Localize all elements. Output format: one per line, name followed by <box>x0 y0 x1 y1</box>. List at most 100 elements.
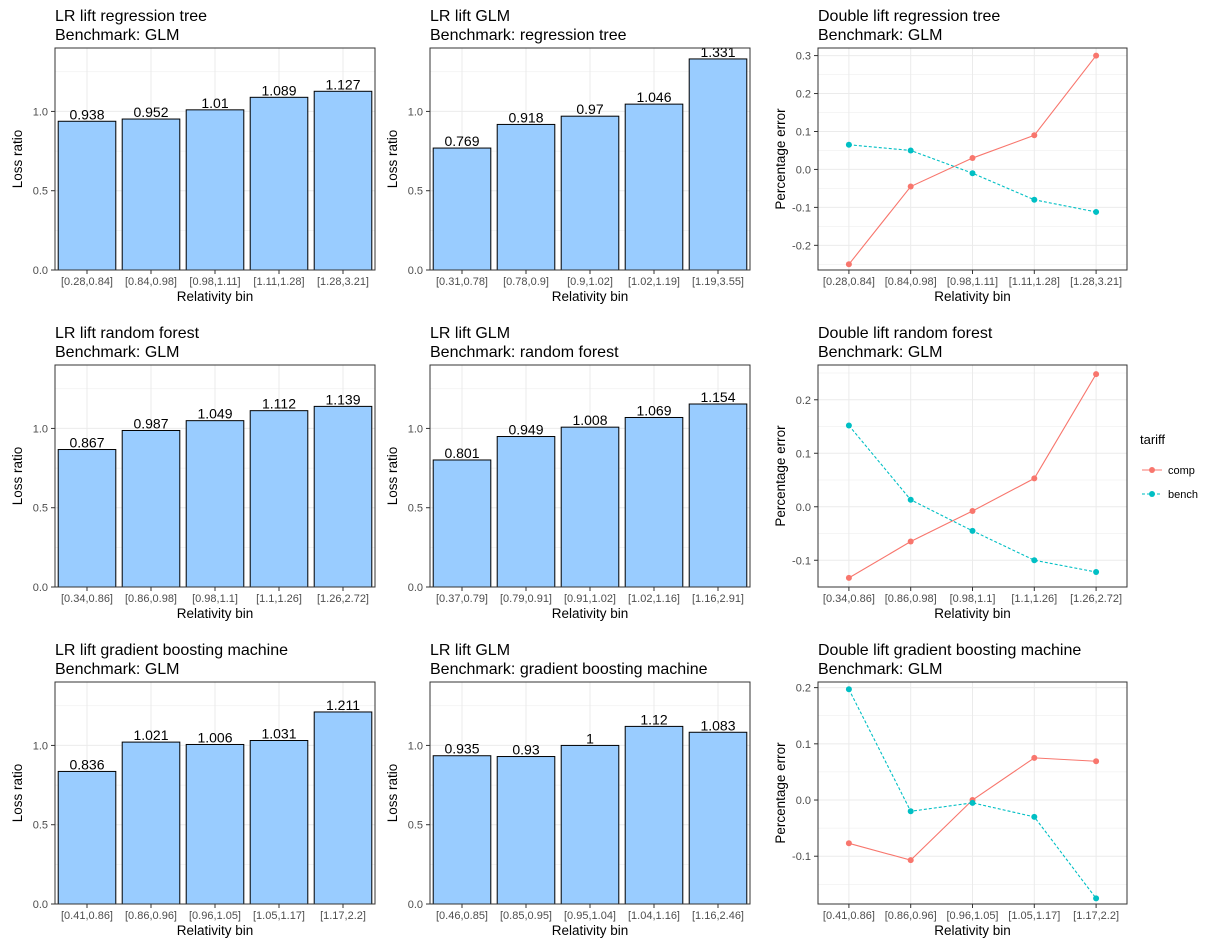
y-tick-label: 0.5 <box>408 186 423 198</box>
y-tick-label: 0.0 <box>408 899 423 911</box>
bar-value-label: 1.01 <box>201 95 228 111</box>
panel-title: Double lift regression tree <box>818 8 1000 25</box>
bar <box>57 770 117 905</box>
series-point-bench <box>1031 196 1038 203</box>
y-tick-label: 0.0 <box>408 582 423 594</box>
bar <box>57 449 117 588</box>
bar <box>313 711 373 905</box>
series-point-comp <box>1031 132 1038 139</box>
x-axis-title: Relativity bin <box>177 289 254 304</box>
x-tick-label: [0.41,0.86] <box>823 910 875 922</box>
bar-value-label: 0.987 <box>133 415 168 431</box>
bar-value-label: 0.93 <box>512 742 539 758</box>
bar-value-label: 0.801 <box>444 445 479 461</box>
bar <box>624 103 684 271</box>
y-tick-label: 1.0 <box>408 423 423 435</box>
series-point-bench <box>969 170 976 177</box>
panel-6: Double lift random forest Benchmark: GLM -… <box>773 325 1128 621</box>
series-point-bench <box>907 808 914 815</box>
series-point-comp <box>907 538 914 545</box>
series-point-bench <box>845 422 852 429</box>
panel-5: LR lift GLM Benchmark: random forest 0.801… <box>385 325 751 621</box>
bar-value-label: 1.127 <box>325 76 360 92</box>
panels: LR lift regression tree Benchmark: GLM 0.9… <box>10 8 1128 938</box>
panel-7: LR lift gradient boosting machine Benchma… <box>10 642 376 938</box>
bar <box>688 731 748 905</box>
x-tick-label: [1.05,1.17] <box>1008 910 1060 922</box>
y-tick-label: 0.0 <box>796 795 811 807</box>
panel-subtitle: Benchmark: GLM <box>55 661 179 678</box>
bar <box>688 403 748 588</box>
x-tick-label: [1.28,3.21] <box>317 276 369 288</box>
bar <box>57 120 117 271</box>
y-tick-label: 0.5 <box>33 186 48 198</box>
panel-2: LR lift GLM Benchmark: regression tree 0.7… <box>385 8 751 304</box>
x-tick-label: [1.11,1.28] <box>1009 276 1060 288</box>
series-line-bench <box>848 689 1097 899</box>
y-tick-label: 0.0 <box>796 164 811 176</box>
bar <box>624 416 684 588</box>
series-point-bench <box>969 799 976 806</box>
panel-3: Double lift regression tree Benchmark: GL… <box>773 8 1128 304</box>
bar <box>560 426 620 588</box>
series-point-comp <box>907 857 914 864</box>
panel-subtitle: Benchmark: GLM <box>55 27 179 44</box>
bar-value-label: 0.867 <box>69 435 104 451</box>
panel-subtitle: Benchmark: GLM <box>55 344 179 361</box>
series-point-comp <box>845 261 852 268</box>
y-axis-title: Loss ratio <box>10 447 25 506</box>
y-axis-title: Loss ratio <box>10 130 25 189</box>
y-tick-label: 0.1 <box>796 448 811 460</box>
y-tick-label: 0.2 <box>796 89 811 101</box>
bar <box>249 410 309 588</box>
bar <box>496 123 556 271</box>
panel-subtitle: Benchmark: GLM <box>818 661 942 678</box>
x-tick-label: [0.31,0.78] <box>436 276 488 288</box>
x-axis-title: Relativity bin <box>934 606 1011 621</box>
y-tick-label: 0.1 <box>796 739 811 751</box>
x-tick-label: [0.98,1.11] <box>947 276 998 288</box>
series-point-comp <box>907 183 914 190</box>
y-tick-label: 0.5 <box>408 503 423 515</box>
y-tick-label: 1.0 <box>408 740 423 752</box>
bar-value-label: 0.97 <box>576 101 603 117</box>
y-axis-title: Percentage error <box>773 108 788 210</box>
series-point-comp <box>845 574 852 581</box>
y-tick-label: 0.0 <box>33 582 48 594</box>
bar-value-label: 1.331 <box>700 44 735 60</box>
x-axis-title: Relativity bin <box>934 923 1011 938</box>
y-tick-label: 1.0 <box>33 106 48 118</box>
x-tick-label: [0.37,0.79] <box>436 593 488 605</box>
x-tick-label: [0.86,0.96] <box>885 910 937 922</box>
x-tick-label: [0.78,0.9] <box>503 276 549 288</box>
x-tick-label: [1.17,2.2] <box>1073 910 1119 922</box>
series-point-bench <box>1093 208 1100 215</box>
x-axis-title: Relativity bin <box>177 923 254 938</box>
series-point-comp <box>1031 475 1038 482</box>
series-point-bench <box>907 147 914 154</box>
x-tick-label: [0.86,0.96] <box>125 910 177 922</box>
x-tick-label: [0.95,1.04] <box>564 910 616 922</box>
x-tick-label: [0.96,1.05] <box>189 910 241 922</box>
y-axis-title: Percentage error <box>773 425 788 527</box>
bar-value-label: 1.12 <box>640 711 667 727</box>
panel-title: LR lift GLM <box>430 325 510 342</box>
bar-value-label: 1.083 <box>700 717 735 733</box>
y-tick-label: 0.0 <box>33 899 48 911</box>
bar-value-label: 1.089 <box>261 82 296 98</box>
bar <box>432 755 492 905</box>
y-axis-title: Percentage error <box>773 742 788 844</box>
x-tick-label: [1.11,1.28] <box>253 276 304 288</box>
panel-title: Double lift random forest <box>818 325 993 342</box>
bar <box>185 743 245 905</box>
bar-value-label: 0.918 <box>508 109 543 125</box>
bar-value-label: 1.046 <box>636 89 671 105</box>
bar-value-label: 0.952 <box>133 104 168 120</box>
y-tick-label: 0.2 <box>796 395 811 407</box>
x-tick-label: [1.16,2.46] <box>692 910 744 922</box>
panel-title: LR lift gradient boosting machine <box>55 642 288 659</box>
bar <box>432 147 492 271</box>
y-tick-label: 1.0 <box>408 106 423 118</box>
series-point-bench <box>845 686 852 693</box>
